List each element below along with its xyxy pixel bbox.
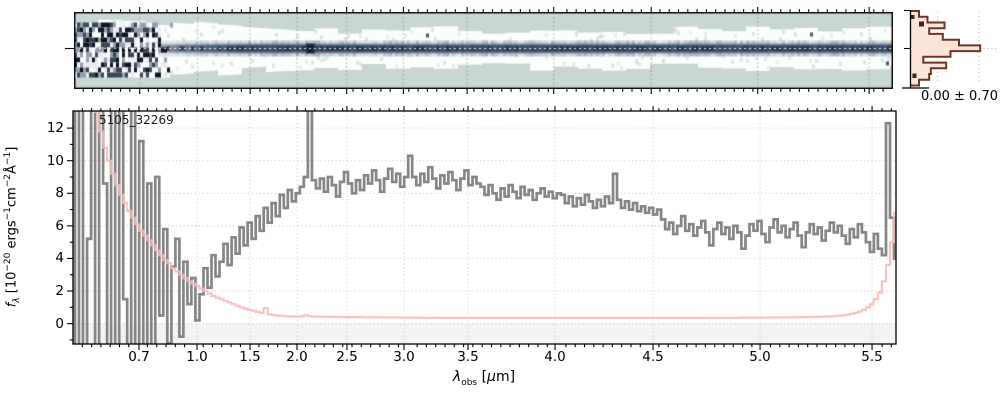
object-id-label: 5105_32269 <box>99 113 174 127</box>
x-tick-label: 3.0 <box>393 349 415 365</box>
y-tick-label: 0 <box>55 315 64 332</box>
x-tick-label: 3.5 <box>457 349 479 365</box>
y-tick-label: 10 <box>46 152 64 169</box>
y-tick-label: 2 <box>55 283 64 300</box>
y-tick-label: 6 <box>55 217 64 234</box>
x-axis-label: λobs [μm] <box>452 369 516 388</box>
y-tick-label: 12 <box>46 120 64 137</box>
x-tick-label: 4.5 <box>642 349 664 365</box>
x-tick-label: 1.0 <box>186 349 208 365</box>
x-tick-label: 0.7 <box>128 349 150 365</box>
x-tick-label: 2.0 <box>286 349 308 365</box>
y-axis-label: fλ [10−20 ergs−1cm−2Å−1] <box>3 146 22 308</box>
y-tick-label: 4 <box>55 250 64 267</box>
x-tick-label: 5.5 <box>861 349 883 365</box>
x-tick-label: 5.0 <box>749 349 771 365</box>
x-tick-label: 1.5 <box>239 349 261 365</box>
y-tick-label: 8 <box>55 185 64 202</box>
spectrum-2d-image <box>74 12 893 89</box>
x-tick-label: 4.0 <box>544 349 566 365</box>
histogram-stat-label: 0.00 ± 0.70 <box>920 89 998 104</box>
x-tick-label: 2.5 <box>336 349 358 365</box>
